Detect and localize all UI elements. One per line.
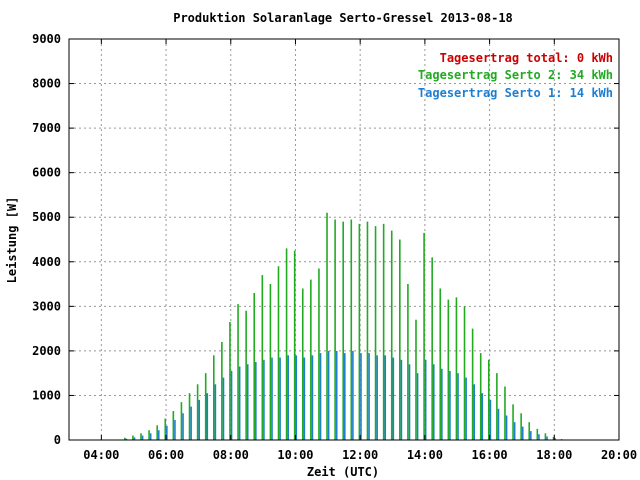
x-tick-label: 12:00 [342, 448, 378, 462]
legend-entry-total: Tagesertrag total: 0 kWh [440, 51, 613, 65]
chart-title: Produktion Solaranlage Serto-Gressel 201… [173, 11, 513, 25]
plot-frame [68, 38, 620, 441]
x-axis-label: Zeit (UTC) [307, 465, 379, 479]
legend-entry-serto-2: Tagesertrag Serto 2: 34 kWh [418, 68, 613, 82]
x-tick-label: 14:00 [407, 448, 443, 462]
y-tick-label: 3000 [32, 299, 61, 313]
y-tick-label: 4000 [32, 255, 61, 269]
y-tick-label: 2000 [32, 344, 61, 358]
y-tick-label: 7000 [32, 121, 61, 135]
x-tick-label: 08:00 [213, 448, 249, 462]
x-tick-label: 16:00 [472, 448, 508, 462]
y-tick-label: 6000 [32, 166, 61, 180]
bars [124, 212, 564, 440]
x-tick-label: 20:00 [601, 448, 637, 462]
x-tick-label: 10:00 [277, 448, 313, 462]
y-tick-label: 5000 [32, 210, 61, 224]
legend: Tagesertrag total: 0 kWh Tagesertrag Ser… [418, 51, 613, 100]
y-axis-label: Leistung [W] [5, 197, 19, 284]
legend-entry-serto-1: Tagesertrag Serto 1: 14 kWh [418, 86, 613, 100]
x-tick-label: 06:00 [148, 448, 184, 462]
y-tick-label: 9000 [32, 32, 61, 46]
y-tick-label: 8000 [32, 77, 61, 91]
ticks: 0 1000 2000 3000 4000 5000 6000 7000 8000 9000 04:… [32, 32, 637, 462]
x-tick-label: 18:00 [536, 448, 572, 462]
x-tick-label: 04:00 [83, 448, 119, 462]
y-tick-label: 1000 [32, 388, 61, 402]
y-tick-label: 0 [54, 433, 61, 447]
